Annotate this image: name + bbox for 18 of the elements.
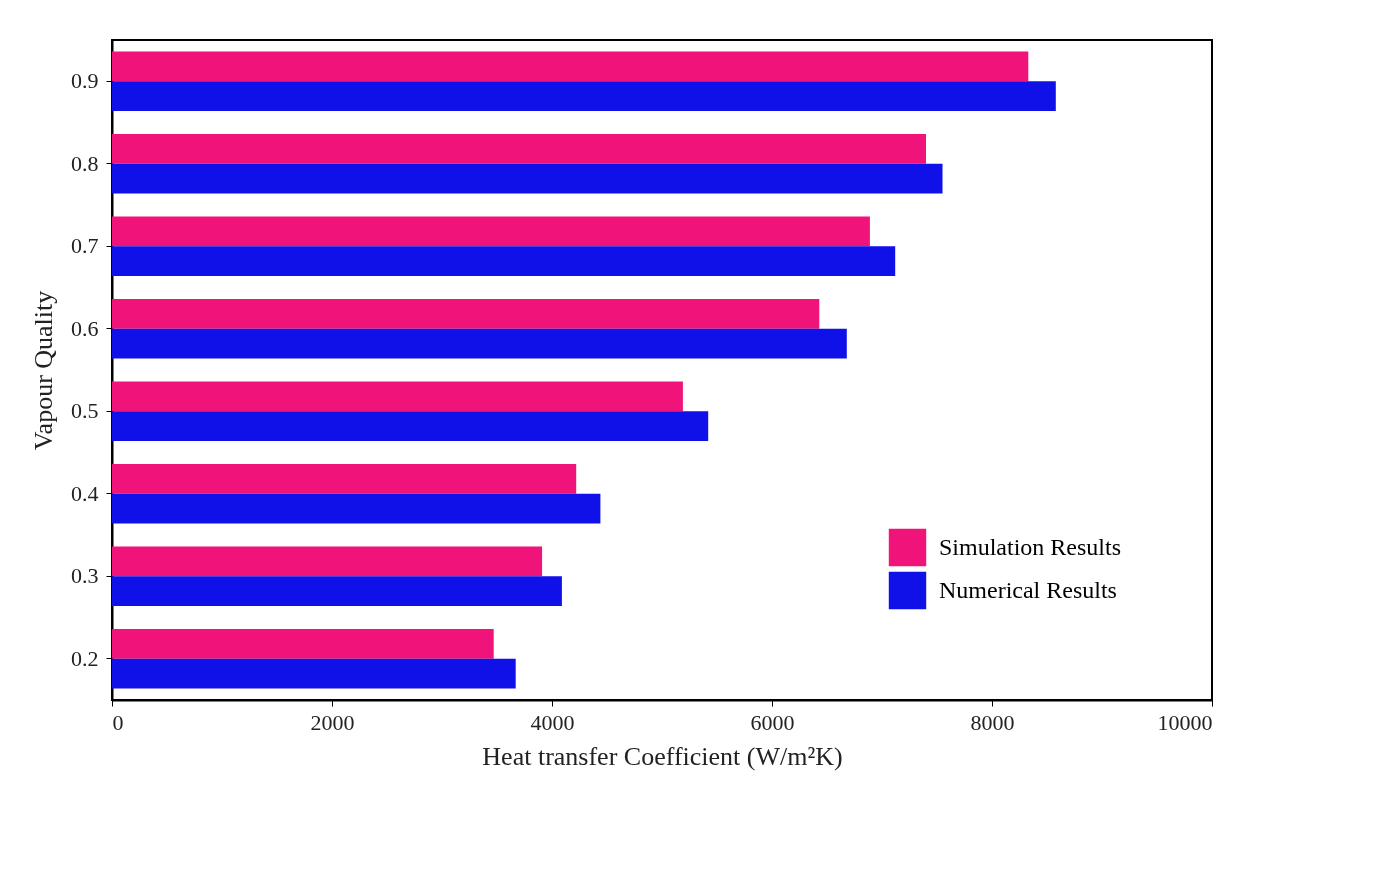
x-tick-label: 10000 xyxy=(1157,709,1213,735)
x-tick-label: 2000 xyxy=(310,709,355,735)
x-tick-label: 6000 xyxy=(750,709,795,735)
legend-label: Numerical Results xyxy=(939,576,1117,603)
y-tick-label: 0.2 xyxy=(71,645,99,671)
x-tick-label: 4000 xyxy=(530,709,575,735)
y-tick-label: 0.6 xyxy=(71,315,99,341)
y-tick-label: 0.4 xyxy=(71,480,99,506)
x-tick-label: 8000 xyxy=(970,709,1015,735)
y-axis-title: Vapour Quality xyxy=(29,290,58,451)
legend-label: Simulation Results xyxy=(939,533,1122,560)
y-tick-label: 0.3 xyxy=(71,563,99,589)
y-tick-label: 0.9 xyxy=(71,68,99,94)
y-tick-label: 0.8 xyxy=(71,150,99,176)
y-tick-label: 0.5 xyxy=(71,398,99,424)
x-tick-label: 0 xyxy=(112,709,124,735)
y-tick-label: 0.7 xyxy=(71,233,99,259)
x-axis-title: Heat transfer Coefficient (W/m²K) xyxy=(482,741,843,771)
